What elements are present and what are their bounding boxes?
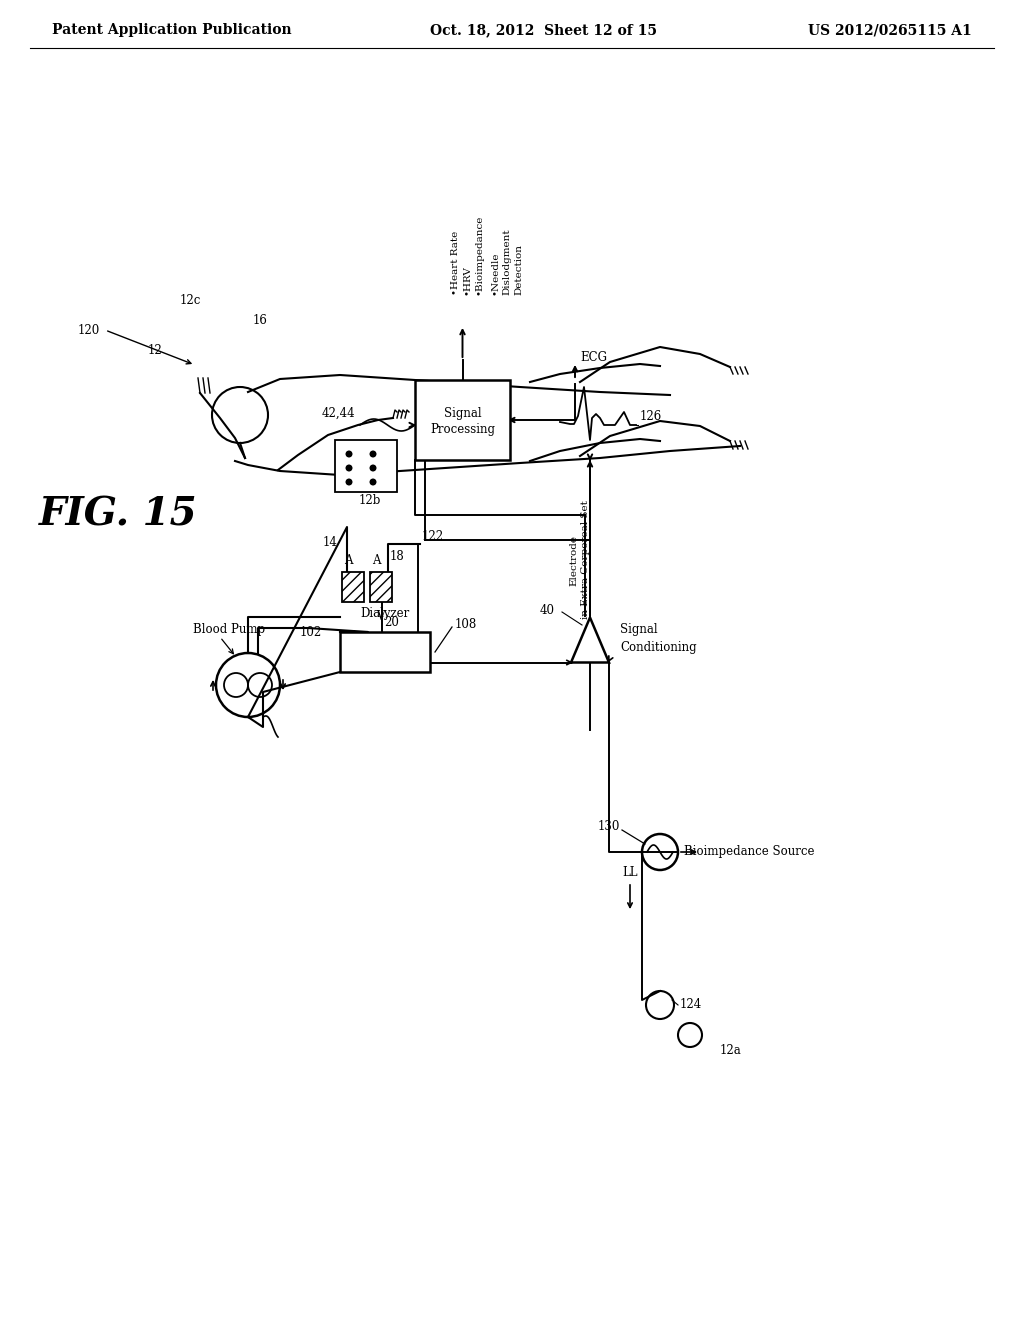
Circle shape	[345, 465, 352, 471]
Text: Signal: Signal	[443, 408, 481, 421]
Text: US 2012/0265115 A1: US 2012/0265115 A1	[808, 22, 972, 37]
Text: A: A	[344, 554, 352, 568]
Text: 14: 14	[323, 536, 337, 549]
Circle shape	[370, 450, 377, 458]
Text: Dislodgment: Dislodgment	[503, 228, 512, 294]
Text: FIG. 15: FIG. 15	[39, 496, 198, 535]
Bar	[340, 632, 430, 672]
Text: 120: 120	[78, 323, 100, 337]
Text: 108: 108	[455, 618, 477, 631]
Bar	[335, 440, 397, 492]
Text: Conditioning: Conditioning	[620, 642, 696, 655]
Text: 130: 130	[598, 821, 620, 833]
Bar	[370, 572, 392, 602]
Text: ECG: ECG	[580, 351, 607, 364]
Text: Detection: Detection	[514, 244, 523, 294]
Text: A: A	[372, 554, 380, 568]
Text: 124: 124	[680, 998, 702, 1011]
Text: •Needle: •Needle	[490, 252, 500, 294]
Text: Blood Pump: Blood Pump	[193, 623, 265, 636]
Text: Oct. 18, 2012  Sheet 12 of 15: Oct. 18, 2012 Sheet 12 of 15	[430, 22, 657, 37]
Text: Patent Application Publication: Patent Application Publication	[52, 22, 292, 37]
Text: LL: LL	[623, 866, 638, 879]
Text: 12c: 12c	[179, 293, 201, 306]
Text: 40: 40	[540, 603, 555, 616]
Text: Signal: Signal	[620, 623, 657, 636]
Text: Bioimpedance Source: Bioimpedance Source	[684, 846, 814, 858]
Text: 12a: 12a	[720, 1044, 741, 1056]
Text: •Heart Rate: •Heart Rate	[451, 231, 460, 294]
Text: Processing: Processing	[430, 422, 495, 436]
Text: 12b: 12b	[358, 494, 381, 507]
Bar	[342, 572, 364, 602]
Text: 126: 126	[640, 411, 663, 424]
Text: Dialyzer: Dialyzer	[360, 607, 410, 620]
Circle shape	[345, 479, 352, 486]
Circle shape	[370, 479, 377, 486]
Text: 102: 102	[300, 626, 323, 639]
Bar	[415, 380, 510, 459]
Text: 18: 18	[390, 550, 404, 564]
Circle shape	[370, 465, 377, 471]
Text: 122: 122	[422, 531, 444, 544]
Text: 12: 12	[147, 343, 163, 356]
Circle shape	[345, 450, 352, 458]
Text: Electrode
in Extra Corporeal Set: Electrode in Extra Corporeal Set	[570, 500, 590, 619]
Text: 16: 16	[253, 314, 267, 326]
Text: •Bioimpedance: •Bioimpedance	[474, 215, 483, 294]
Text: 20: 20	[384, 615, 399, 628]
Text: V: V	[376, 610, 384, 623]
Text: 42,44: 42,44	[322, 407, 355, 420]
Text: •HRV: •HRV	[463, 265, 471, 294]
